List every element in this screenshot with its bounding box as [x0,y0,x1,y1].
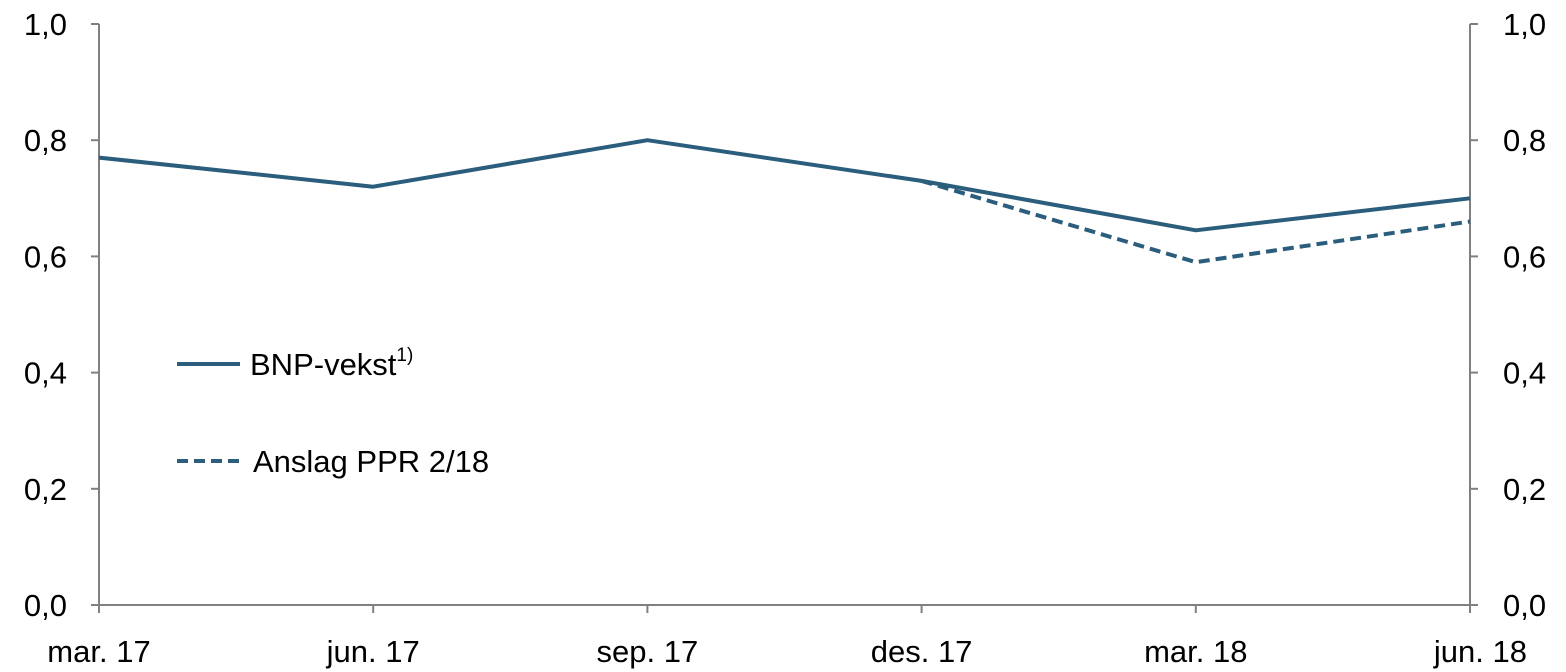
x-tick-label: jun. 17 [326,634,420,669]
legend-label-anslag-ppr: Anslag PPR 2/18 [253,444,489,479]
x-tick-label: sep. 17 [597,634,699,669]
legend-label-bnp-vekst-text: BNP-vekst [250,347,397,382]
y-tick-label-left: 0,6 [24,239,67,274]
y-tick-label-right: 0,4 [1503,356,1546,391]
y-tick-label-right: 1,0 [1503,7,1546,42]
y-tick-label-left: 0,8 [24,123,67,158]
x-tick-label: mar. 18 [1144,634,1247,669]
y-tick-label-left: 1,0 [24,7,67,42]
legend-label-bnp-vekst-sup: 1) [396,345,413,366]
legend: BNP-vekst1) Anslag PPR 2/18 [177,345,489,479]
series-line-anslag-ppr [921,178,1471,265]
x-axis: mar. 17 jun. 17 sep. 17 des. 17 mar. 18 jun. … [47,604,1527,669]
x-tick-label: des. 17 [871,634,973,669]
y-tick-label-right: 0,8 [1503,123,1546,158]
y-tick-label-left: 0,4 [24,356,67,391]
series-layer [98,138,1471,265]
y-tick-label-right: 0,2 [1503,472,1546,507]
legend-label-bnp-vekst: BNP-vekst1) [250,345,413,382]
y-axis-left: 0,0 0,2 0,4 0,6 0,8 1,0 [24,7,100,623]
series-line-bnp-vekst [98,138,1471,233]
x-tick-label: jun. 18 [1433,634,1527,669]
y-tick-label-left: 0,0 [24,588,67,623]
y-tick-label-left: 0,2 [24,472,67,507]
y-axis-right: 0,0 0,2 0,4 0,6 0,8 1,0 [1469,7,1546,623]
x-tick-label: mar. 17 [47,634,150,669]
y-tick-label-right: 0,6 [1503,239,1546,274]
y-tick-label-right: 0,0 [1503,588,1546,623]
